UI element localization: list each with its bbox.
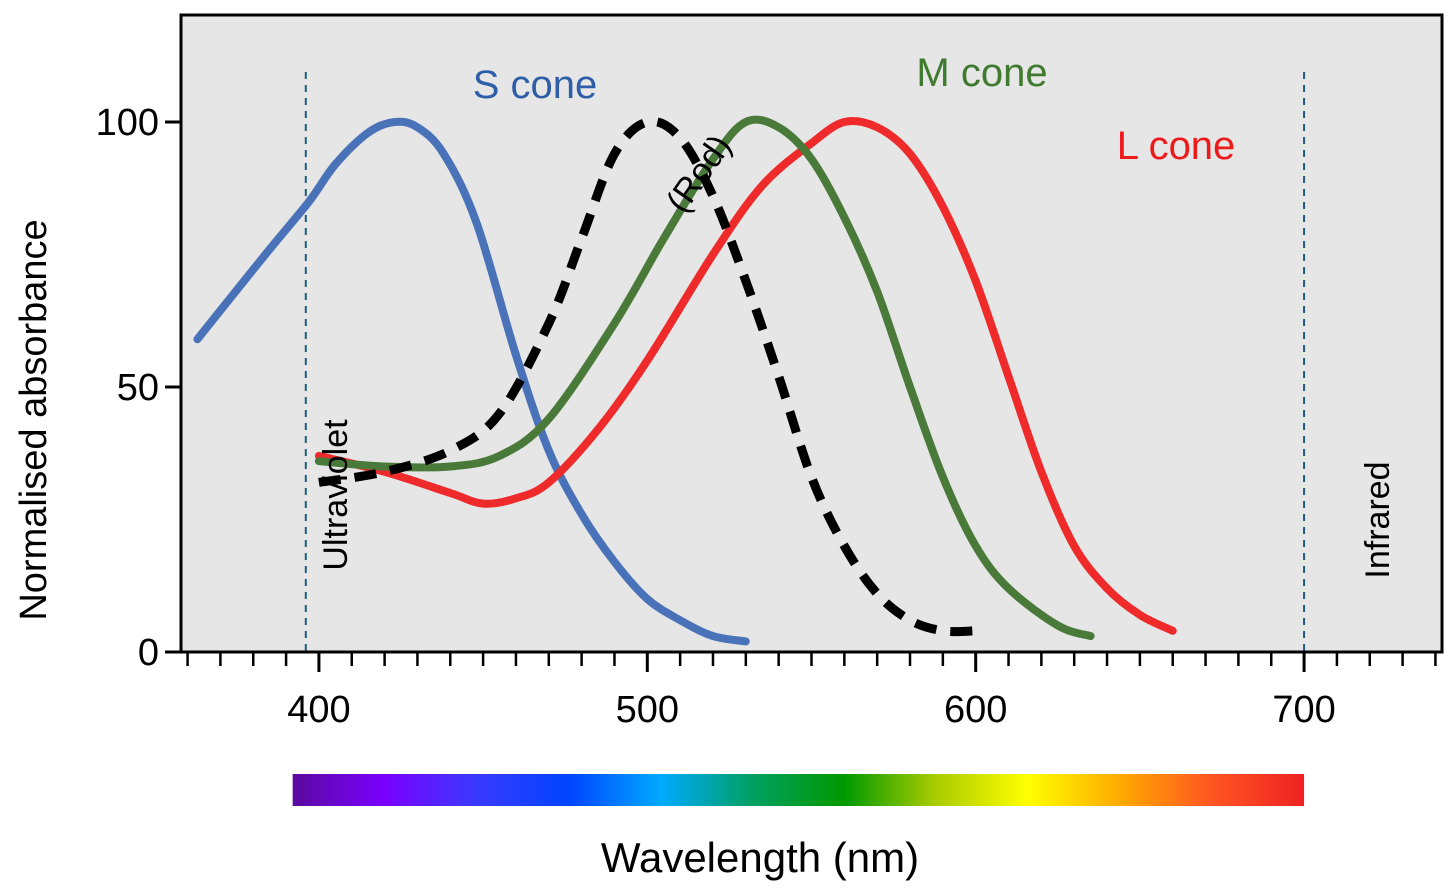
legend-label-m-cone: M cone	[916, 51, 1047, 95]
series-line-m-cone	[314, 115, 1095, 641]
series-line-rod	[318, 116, 976, 637]
legend-label-l-cone: L cone	[1117, 124, 1236, 168]
y-tick-label: 50	[117, 367, 159, 409]
plot-background	[181, 15, 1442, 652]
infrared-label: Infrared	[1359, 461, 1397, 578]
x-tick-label: 500	[616, 689, 679, 731]
legend-label-s-cone: S cone	[473, 63, 598, 107]
y-axis-label: Normalised absorbance	[13, 219, 55, 620]
x-tick-label: 700	[1272, 689, 1335, 731]
reference-lines	[304, 72, 1306, 652]
x-tick-label: 400	[287, 689, 350, 731]
series-line-s-cone	[193, 117, 750, 646]
x-tick-label: 600	[944, 689, 1007, 731]
y-tick-label: 100	[96, 102, 159, 144]
y-tick-label: 0	[138, 632, 159, 674]
ultraviolet-label: Ultraviolet	[317, 419, 355, 571]
x-axis-label: Wavelength (nm)	[601, 834, 919, 881]
spectrum-bar	[292, 774, 1305, 806]
axis-layer: 400 500 600 700 0 50 100	[96, 102, 1437, 731]
series-line-l-cone	[314, 116, 1177, 635]
series-layer	[193, 115, 1177, 646]
